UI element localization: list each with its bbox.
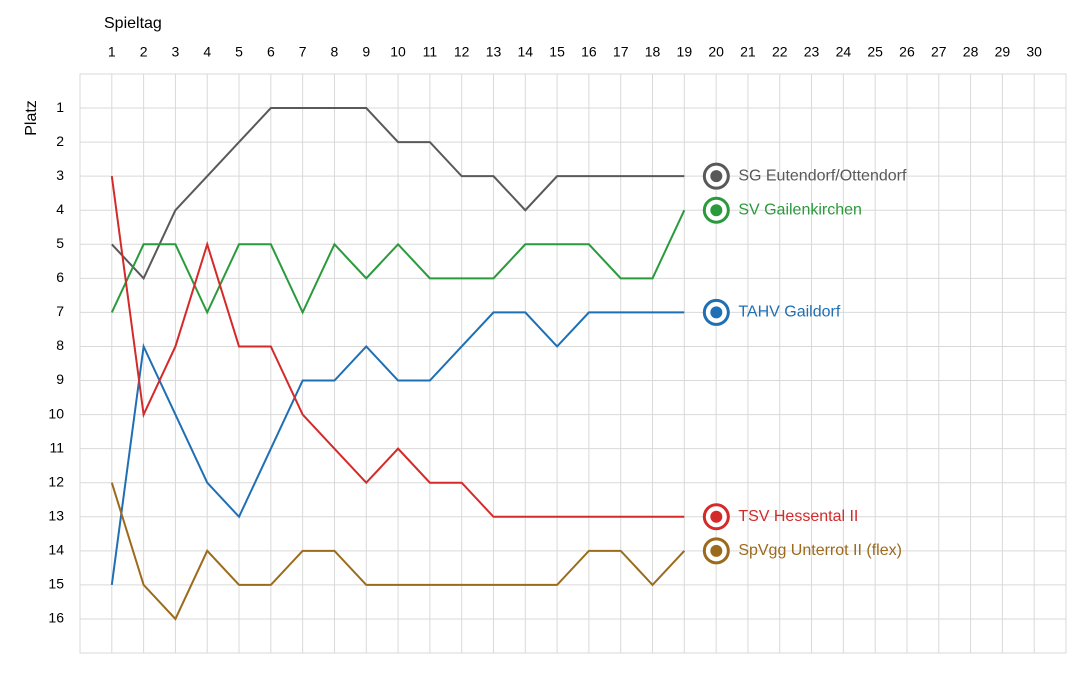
series-label: TSV Hessental II: [738, 508, 858, 525]
y-tick-label: 3: [56, 167, 64, 183]
x-tick-label: 21: [740, 44, 756, 60]
series-label: TAHV Gaildorf: [738, 304, 841, 321]
y-tick-label: 5: [56, 235, 64, 251]
y-axis-label: Platz: [23, 100, 40, 136]
y-tick-label: 14: [48, 542, 64, 558]
x-tick-label: 29: [995, 44, 1011, 60]
plot-frame: [79, 73, 1067, 654]
x-tick-label: 7: [299, 44, 307, 60]
x-tick-label: 11: [423, 44, 438, 60]
y-tick-label: 9: [56, 371, 64, 387]
y-tick-label: 4: [56, 201, 64, 217]
y-tick-label: 15: [48, 576, 64, 592]
team-logo-inner: [710, 170, 723, 183]
y-tick-label: 10: [48, 405, 64, 421]
x-tick-label: 30: [1026, 44, 1042, 60]
series-line: [111, 107, 685, 281]
x-tick-label: 3: [172, 44, 180, 60]
series-line: [110, 311, 685, 586]
y-tick-label: 12: [48, 473, 64, 489]
series-label: SpVgg Unterrot II (flex): [738, 542, 902, 559]
y-tick-label: 11: [49, 439, 64, 455]
x-tick-label: 9: [362, 44, 370, 60]
x-tick-label: 10: [390, 44, 406, 60]
y-tick-label: 6: [56, 269, 64, 285]
x-tick-label: 23: [804, 44, 820, 60]
y-tick-label: 13: [48, 507, 64, 523]
y-tick-label: 1: [56, 99, 64, 115]
x-tick-label: 24: [836, 44, 852, 60]
x-tick-label: 17: [613, 44, 629, 60]
team-logo-inner: [710, 306, 723, 319]
x-tick-label: 14: [518, 44, 534, 60]
x-tick-label: 25: [867, 44, 883, 60]
y-tick-label: 7: [56, 303, 64, 319]
x-tick-label: 15: [549, 44, 565, 60]
x-tick-label: 16: [581, 44, 597, 60]
series-label: SG Eutendorf/Ottendorf: [738, 167, 907, 184]
x-axis-label: Spieltag: [104, 15, 162, 32]
x-tick-label: 6: [267, 44, 275, 60]
team-logo-inner: [710, 544, 723, 557]
series-line: [110, 176, 685, 518]
series-line: [110, 482, 686, 621]
x-tick-label: 2: [140, 44, 148, 60]
y-tick-label: 2: [56, 133, 64, 149]
x-tick-label: 12: [454, 44, 470, 60]
x-tick-label: 27: [931, 44, 947, 60]
x-tick-label: 28: [963, 44, 979, 60]
x-tick-label: 1: [108, 44, 116, 60]
team-logo-inner: [710, 510, 723, 523]
x-tick-label: 18: [645, 44, 661, 60]
x-tick-label: 19: [677, 44, 693, 60]
y-tick-label: 8: [56, 337, 64, 353]
team-logo-inner: [710, 204, 723, 217]
x-tick-label: 20: [708, 44, 724, 60]
y-tick-label: 16: [48, 610, 64, 626]
x-tick-label: 26: [899, 44, 915, 60]
x-tick-label: 5: [235, 44, 243, 60]
series-label: SV Gailenkirchen: [738, 201, 862, 218]
x-tick-label: 4: [203, 44, 211, 60]
x-tick-label: 8: [331, 44, 339, 60]
x-tick-label: 22: [772, 44, 788, 60]
series-line: [110, 209, 686, 315]
x-tick-label: 13: [486, 44, 502, 60]
